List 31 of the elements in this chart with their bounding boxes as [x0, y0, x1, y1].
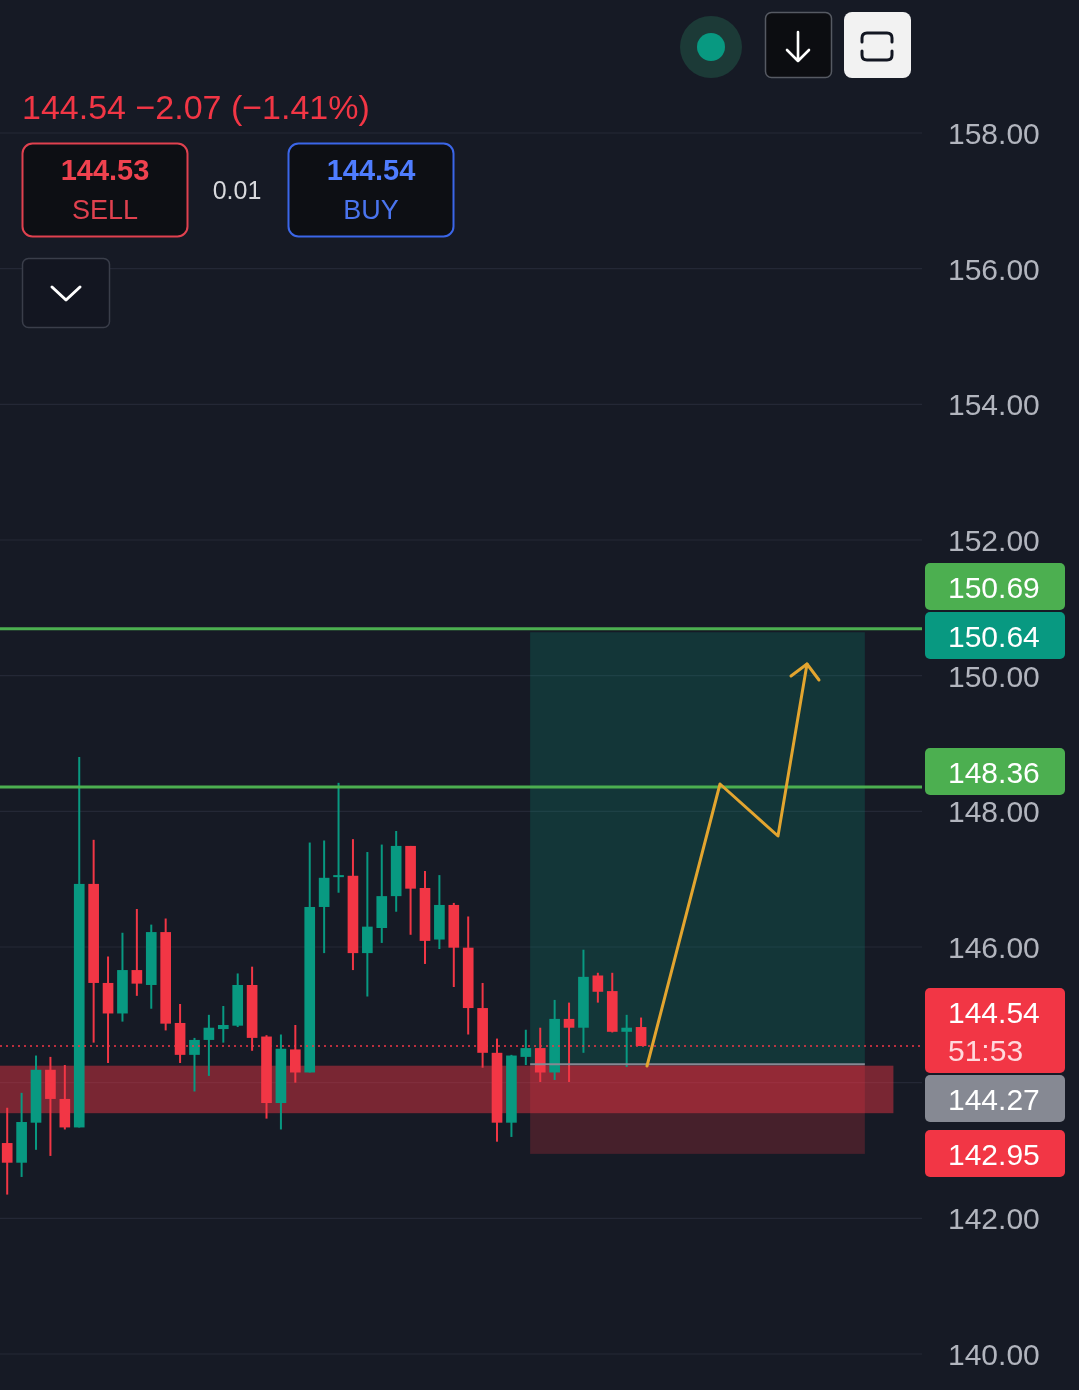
candlestick [131, 908, 143, 997]
candlestick [592, 971, 604, 1004]
annotation: SELL [71, 195, 139, 225]
candlestick [217, 1005, 229, 1044]
ref-line-label: 148.36 [948, 755, 1040, 788]
candlestick [203, 1013, 215, 1077]
candlestick [333, 781, 344, 894]
candlestick [621, 1013, 632, 1069]
annotation: BUY [343, 195, 399, 225]
candlestick [1, 1106, 13, 1196]
y-tick-label: 158.00 [948, 116, 1040, 150]
candlestick [189, 1036, 200, 1093]
y-tick-label: 150.00 [948, 659, 1040, 693]
y-tick-label: 152.00 [948, 523, 1040, 557]
annotation: 144.53 [60, 154, 150, 186]
ref-line-label: 144.27 [948, 1082, 1040, 1115]
y-tick-label: 156.00 [948, 252, 1040, 286]
ref-line-label: 150.69 [948, 570, 1040, 603]
annotation: 144.54 [326, 154, 416, 186]
annotation: 0.01 [212, 176, 262, 204]
chart-subtitle: 144.54 −2.07 (−1.41%) [22, 88, 370, 126]
y-tick-label: 148.00 [948, 794, 1040, 828]
y-tick-label: 146.00 [948, 930, 1040, 964]
y-tick-label: 154.00 [948, 387, 1040, 421]
band-label: 150.64 [948, 619, 1040, 652]
y-tick-label: 142.00 [948, 1201, 1040, 1235]
y-tick-label: 140.00 [948, 1337, 1040, 1371]
text: 51:53 [948, 1033, 1024, 1066]
ref-line-label: 144.54 [948, 995, 1040, 1028]
candlestick [520, 1028, 532, 1067]
band-label: 142.95 [948, 1137, 1040, 1170]
